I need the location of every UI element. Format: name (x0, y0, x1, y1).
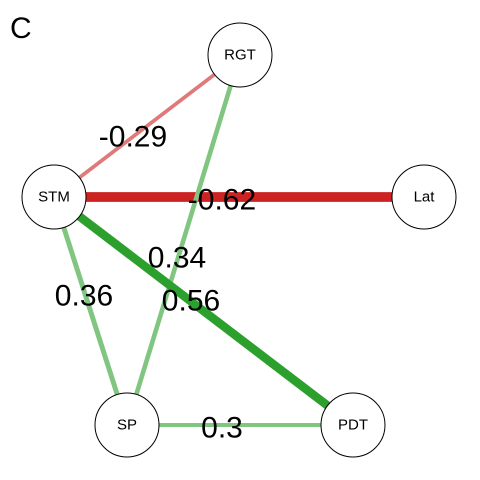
node-pdt: PDT (320, 392, 386, 458)
edge-rgt-sp (124, 54, 243, 426)
edge-stm-pdt (51, 193, 356, 429)
edge-label-stm-pdt: 0.56 (162, 285, 220, 318)
edge-stm-sp (51, 196, 130, 426)
node-circle (94, 392, 160, 458)
node-label: RGT (224, 47, 256, 64)
edge-label-rgt-sp: 0.34 (148, 242, 206, 275)
node-circle (207, 22, 273, 88)
edge-label-stm-rgt: -0.29 (99, 121, 167, 154)
edge-label-stm-sp: 0.36 (55, 280, 113, 313)
panel-label: C (10, 12, 32, 45)
node-circle (21, 164, 87, 230)
node-label: SP (117, 417, 137, 434)
node-circle (391, 164, 457, 230)
node-lat: Lat (391, 164, 457, 230)
edge-label-sp-pdt: 0.3 (201, 412, 243, 445)
node-label: Lat (414, 189, 436, 206)
node-circle (320, 392, 386, 458)
node-label: PDT (338, 417, 368, 434)
node-label: STM (38, 189, 70, 206)
node-stm: STM (21, 164, 87, 230)
node-rgt: RGT (207, 22, 273, 88)
edge-stm-rgt (52, 53, 242, 199)
node-sp: SP (94, 392, 160, 458)
nodes-layer: RGT STM Lat SP PDT (21, 22, 457, 458)
edge-label-stm-lat: -0.62 (188, 184, 256, 217)
edge-labels-layer: -0.29 -0.62 0.34 0.56 0.36 0.3 (55, 121, 256, 445)
edges-layer (51, 53, 424, 429)
